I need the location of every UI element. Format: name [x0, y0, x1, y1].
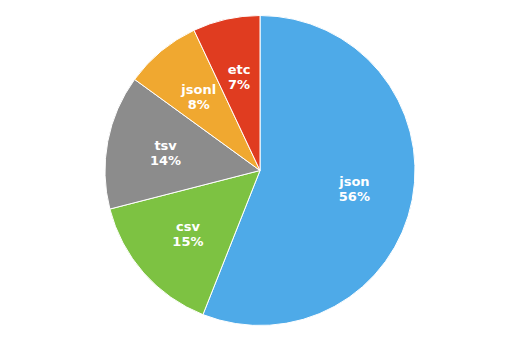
slice-label: csv15% [172, 219, 203, 249]
slice-value: 15% [172, 234, 203, 249]
slice-label: etc7% [228, 62, 251, 92]
slice-value: 56% [339, 189, 370, 204]
slice-label: tsv14% [150, 138, 181, 168]
chart-container: json56% csv15% tsv14% jsonl8% etc7% [0, 0, 520, 341]
slice-category: tsv [154, 138, 177, 153]
slice-category: csv [176, 219, 200, 234]
slice-category: etc [228, 62, 251, 77]
slice-label: json56% [338, 174, 370, 204]
pie-chart: json56% csv15% tsv14% jsonl8% etc7% [0, 0, 520, 341]
slice-value: 7% [228, 77, 250, 92]
slice-label: jsonl8% [180, 82, 216, 112]
labels: json56% csv15% tsv14% jsonl8% etc7% [150, 62, 370, 249]
slices [105, 16, 415, 326]
slice-category: jsonl [180, 82, 216, 97]
slice-value: 8% [188, 97, 210, 112]
slice-category: json [338, 174, 369, 189]
slice-value: 14% [150, 153, 181, 168]
page: {"chart_data": {"type": "pie", "categori… [0, 0, 520, 341]
